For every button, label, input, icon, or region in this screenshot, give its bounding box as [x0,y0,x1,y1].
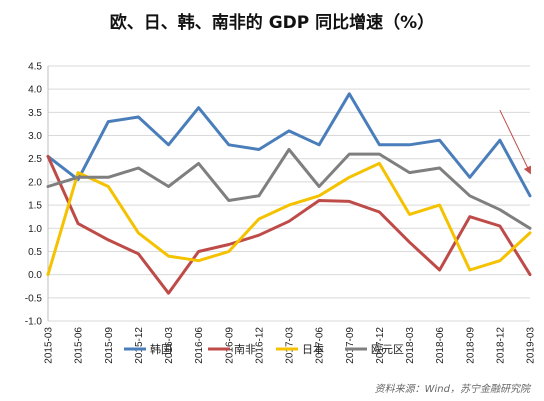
series-line-2 [46,161,532,277]
annotations [499,109,532,175]
y-tick-label: 0.0 [28,270,42,281]
x-axis: 2015-03 2015-06 2015-09 2015-12 2016-03 2016-… [44,327,537,364]
series-lines [46,92,532,295]
gridlines [48,65,530,322]
y-tick-label: -0.5 [25,293,43,304]
x-tick-label: 2018-06 [435,327,446,364]
x-tick-label: 2017-09 [345,327,356,364]
y-tick-label: 3.0 [28,131,42,142]
series-line-0 [46,92,532,198]
y-tick-label: 1.0 [28,224,42,235]
y-tick-label: 2.0 [28,177,42,188]
x-tick-label: 2016-12 [254,327,265,364]
x-tick-label: 2016-09 [224,327,235,364]
x-tick-label: 2016-03 [164,327,175,364]
x-tick-label: 2016-06 [194,327,205,364]
x-tick-label: 2015-06 [74,327,85,364]
y-tick-label: 1.5 [28,201,42,212]
y-tick-label: 4.5 [28,62,42,73]
y-tick-label: 4.0 [28,85,42,96]
x-tick-label: 2015-03 [44,327,55,364]
x-tick-label: 2018-09 [465,327,476,364]
x-tick-label: 2018-03 [405,327,416,364]
chart-title: 欧、日、韩、南非的 GDP 同比增速（%） [110,12,434,33]
legend-label: 南非 [234,343,256,356]
x-tick-label: 2019-03 [526,327,537,364]
y-axis: -1.0 -0.5 0.0 0.5 1.0 1.5 2.0 2.5 3.0 3.5 4.0 4.5 [25,62,49,328]
legend-label: 韩国 [150,342,172,356]
y-tick-label: 0.5 [28,247,42,258]
x-tick-label: 2017-06 [315,327,326,364]
x-tick-label: 2017-12 [375,327,386,364]
trend-arrow [499,109,532,175]
series-line-3 [46,148,532,230]
legend-label: 欧元区 [371,343,404,356]
y-tick-label: -1.0 [25,317,43,328]
y-tick-label: 2.5 [28,154,42,165]
source-note: 资料来源：Wind，苏宁金融研究院 [375,383,532,395]
legend-label: 日本 [302,342,324,356]
x-tick-label: 2018-12 [495,327,506,364]
y-tick-label: 3.5 [28,108,42,119]
x-tick-label: 2015-09 [104,327,115,364]
x-tick-label: 2015-12 [134,327,145,364]
legend: 韩国 南非 日本 欧元区 [124,342,404,356]
x-tick-label: 2017-03 [285,327,296,364]
series-line-1 [46,154,532,295]
